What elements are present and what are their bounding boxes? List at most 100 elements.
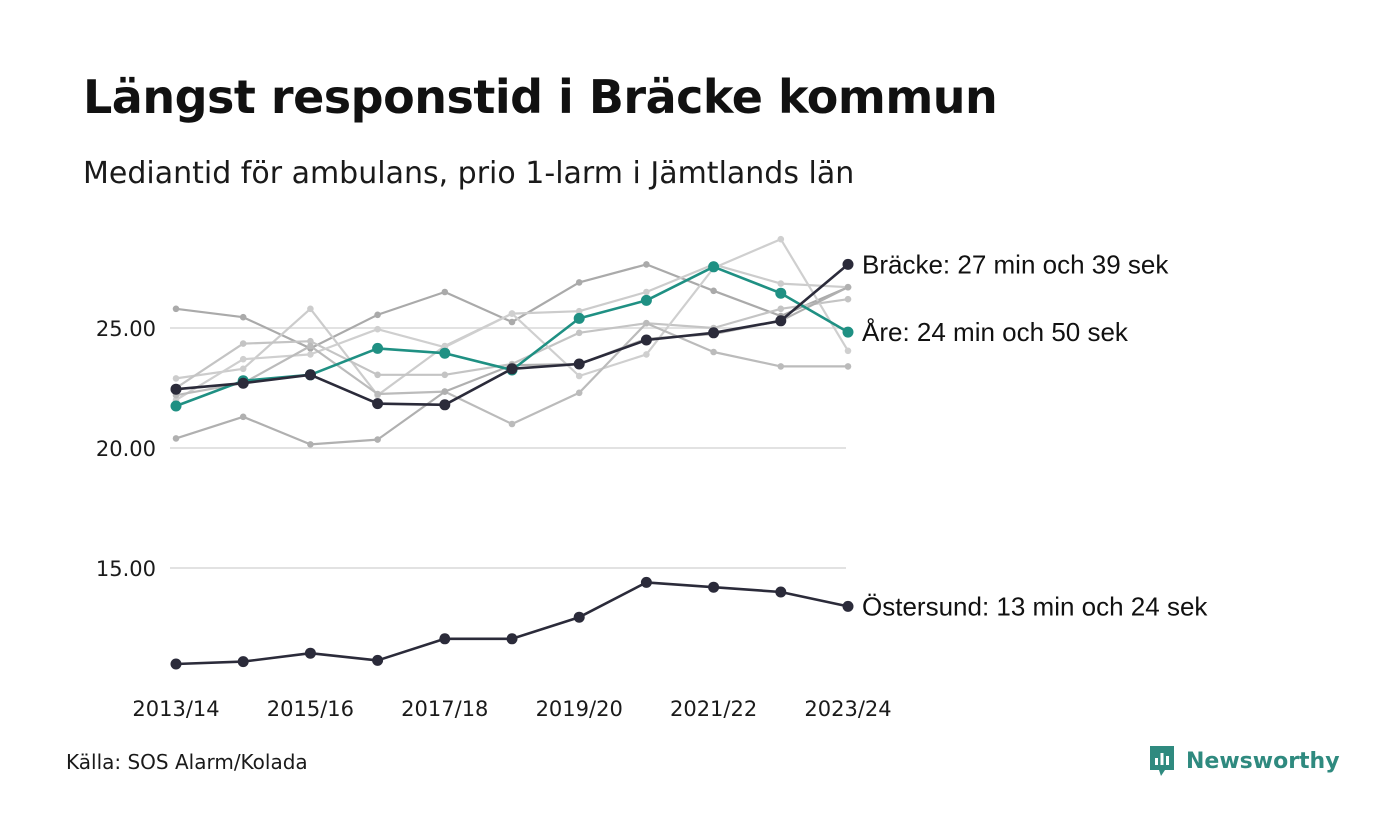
data-point: [372, 398, 384, 410]
data-point: [172, 375, 180, 382]
data-point: [508, 318, 516, 326]
data-point: [506, 363, 518, 375]
series-åre: [170, 261, 854, 412]
end-label: Bräcke: 27 min och 39 sek: [862, 249, 1169, 279]
data-point: [172, 305, 180, 313]
series-bräcke: [170, 258, 854, 411]
data-point: [170, 383, 182, 395]
data-point: [239, 365, 247, 373]
data-point: [844, 295, 852, 303]
data-point: [304, 369, 316, 381]
data-point: [508, 310, 516, 317]
data-point: [842, 600, 854, 612]
y-tick-label: 25.00: [96, 317, 156, 341]
data-point: [237, 656, 249, 668]
series-line: [175, 263, 849, 397]
x-tick-label: 2023/24: [804, 697, 891, 721]
series-östersund: [170, 576, 854, 670]
data-point: [506, 633, 518, 645]
data-point: [844, 347, 852, 355]
data-point: [640, 576, 652, 588]
brand-name: Newsworthy: [1186, 748, 1340, 774]
data-point: [710, 348, 717, 356]
data-point: [441, 388, 449, 395]
data-point: [708, 581, 720, 593]
data-point: [307, 305, 314, 313]
x-tick-label: 2021/22: [670, 697, 757, 721]
data-point: [777, 235, 785, 243]
newsworthy-logo-icon: [1150, 746, 1174, 776]
data-point: [575, 372, 583, 380]
data-point: [842, 258, 854, 270]
data-point: [239, 340, 247, 347]
data-point: [307, 342, 314, 350]
data-point: [170, 658, 182, 670]
data-point: [573, 358, 585, 370]
data-point: [575, 307, 583, 315]
chart-title: Längst responstid i Bräcke kommun: [83, 70, 998, 124]
data-point: [575, 389, 583, 397]
data-point: [573, 312, 585, 324]
data-point: [844, 363, 852, 370]
data-point: [508, 420, 516, 428]
data-point: [708, 261, 720, 273]
data-point: [439, 633, 451, 645]
x-tick-label: 2013/14: [132, 697, 219, 721]
series-line: [175, 263, 849, 407]
data-point: [708, 327, 720, 339]
data-point: [775, 586, 787, 598]
data-point: [374, 325, 381, 333]
x-tick-label: 2019/20: [536, 697, 623, 721]
data-point: [239, 413, 247, 421]
data-point: [374, 311, 381, 319]
end-label: Östersund: 13 min och 24 sek: [862, 591, 1208, 621]
data-point: [374, 371, 381, 379]
data-point: [842, 326, 854, 338]
data-point: [573, 611, 585, 623]
data-point: [777, 280, 785, 287]
data-point: [172, 435, 180, 442]
source-note: Källa: SOS Alarm/Kolada: [66, 750, 308, 774]
data-point: [640, 334, 652, 346]
data-point: [777, 363, 785, 370]
data-point: [710, 287, 717, 295]
data-point: [777, 305, 785, 313]
data-point: [239, 355, 247, 363]
x-tick-label: 2017/18: [401, 697, 488, 721]
data-point: [307, 337, 314, 345]
data-point: [239, 313, 247, 321]
data-point: [643, 261, 650, 268]
data-point: [307, 351, 314, 358]
data-point: [441, 371, 449, 379]
data-point: [372, 654, 384, 666]
y-tick-label: 20.00: [96, 437, 156, 461]
brand-logo[interactable]: Newsworthy: [1148, 744, 1340, 778]
series-line: [175, 263, 849, 350]
data-point: [640, 294, 652, 306]
data-point: [439, 399, 451, 411]
data-point: [441, 288, 449, 296]
data-point: [374, 436, 381, 443]
data-point: [307, 441, 314, 448]
data-point: [844, 283, 852, 291]
data-point: [643, 351, 650, 358]
background-series-line: [172, 235, 852, 404]
highlighted-series: [170, 258, 854, 670]
chart-subtitle: Mediantid för ambulans, prio 1-larm i Jä…: [83, 156, 855, 191]
end-label: Åre: 24 min och 50 sek: [862, 317, 1129, 347]
series-line: [175, 265, 849, 408]
data-point: [372, 342, 384, 354]
x-axis-labels: 2013/14 2015/16 2017/18 2019/20 2021/22 2023/…: [132, 697, 891, 721]
data-point: [439, 347, 451, 359]
data-point: [237, 377, 249, 389]
y-axis-labels: 15.00 20.00 25.00: [96, 317, 156, 581]
data-point: [575, 279, 583, 286]
data-point: [575, 329, 583, 337]
data-point: [775, 315, 787, 327]
data-point: [170, 400, 182, 412]
y-tick-label: 15.00: [96, 557, 156, 581]
data-point: [304, 647, 316, 659]
data-point: [643, 319, 650, 327]
x-tick-label: 2015/16: [267, 697, 354, 721]
